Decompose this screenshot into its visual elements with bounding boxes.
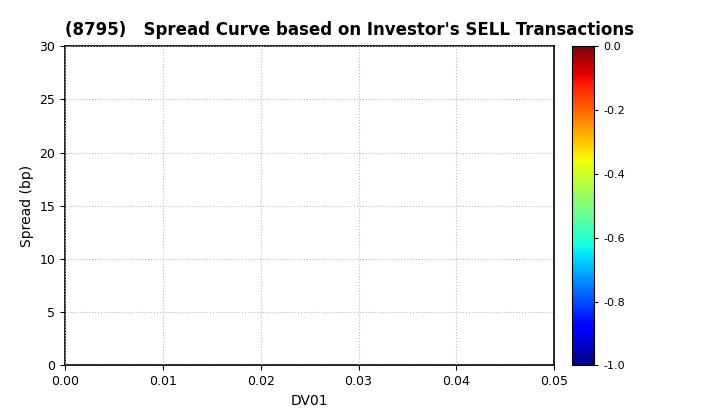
Y-axis label: Spread (bp): Spread (bp) [19,165,34,247]
X-axis label: DV01: DV01 [291,394,328,408]
Text: (8795)   Spread Curve based on Investor's SELL Transactions: (8795) Spread Curve based on Investor's … [65,21,634,39]
